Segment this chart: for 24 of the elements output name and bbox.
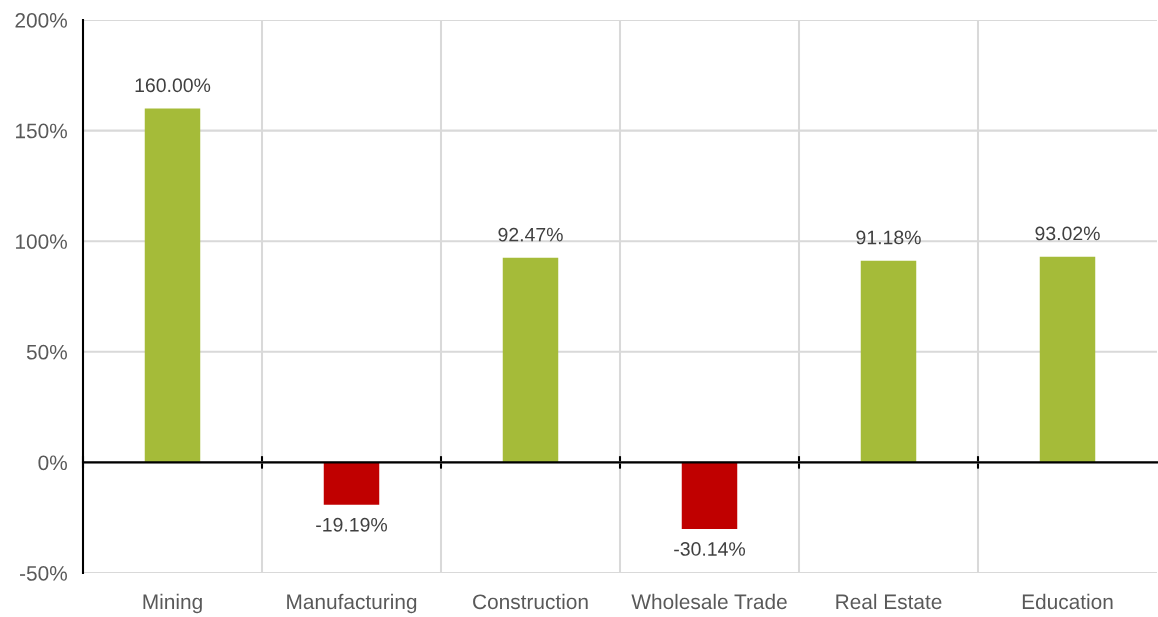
bar [323,462,380,505]
y-tick-label: -50% [20,566,67,581]
data-label: -19.19% [316,517,388,532]
data-label: 160.00% [135,78,211,93]
x-tick-label: Real Estate [836,593,942,610]
y-tick-label: 150% [16,123,67,139]
bar [502,257,559,463]
bar [681,462,738,530]
data-label: -30.14% [674,542,746,556]
x-tick-label: Construction [473,593,588,610]
data-label: 93.02% [1035,226,1100,241]
bar [860,260,917,463]
x-tick-label: Wholesale Trade [631,593,787,610]
y-tick-label: 200% [15,13,67,28]
y-tick-label: 50% [26,344,67,360]
x-tick-label: Education [1022,593,1113,610]
x-tick-label: Mining [143,593,202,614]
data-label: 92.47% [498,227,563,242]
y-tick-label: 100% [16,234,67,249]
y-tick-label: 0% [38,455,67,471]
bar [144,108,201,463]
data-label: 91.18% [856,230,921,245]
x-tick-label: Manufacturing [287,593,417,614]
bar [1039,256,1096,463]
